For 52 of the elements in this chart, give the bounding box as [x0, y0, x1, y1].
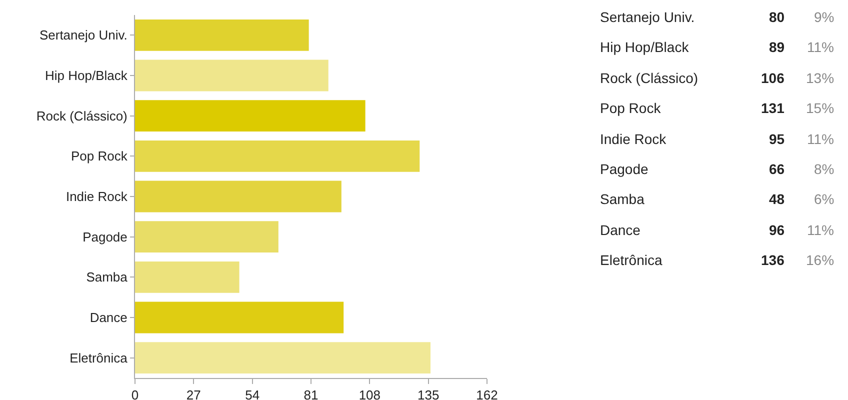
category-label: Rock (Clássico) [600, 70, 698, 86]
y-tick-label: Hip Hop/Black [45, 68, 128, 84]
y-tick-label: Pagode [82, 229, 128, 244]
data-label: 48 [769, 191, 785, 207]
category-label: Indie Rock [600, 131, 668, 147]
category-label: Pagode [600, 161, 648, 177]
x-tick-label: 135 [417, 388, 440, 400]
data-label: 16% [806, 252, 834, 268]
x-tick-label: 54 [245, 388, 260, 400]
data-label: 95 [769, 131, 785, 147]
data-label: 80 [769, 9, 785, 25]
category-label: Pop Rock [600, 100, 662, 116]
data-label: 131 [761, 100, 785, 116]
bar [135, 261, 240, 293]
bar [135, 140, 420, 172]
y-tick-label: Eletrônica [70, 350, 128, 366]
data-label: 96 [769, 222, 785, 238]
category-label: Hip Hop/Black [600, 39, 690, 55]
data-label: 11% [807, 39, 834, 55]
data-label: 15% [806, 100, 834, 116]
x-tick-label: 108 [358, 388, 381, 400]
category-label: Dance [600, 222, 641, 238]
data-label: 11% [807, 222, 834, 238]
y-tick-label: Indie Rock [66, 189, 128, 204]
bar [135, 100, 366, 132]
y-tick-label: Pop Rock [71, 148, 128, 164]
y-tick-label: Rock (Clássico) [36, 108, 128, 124]
bar [135, 302, 344, 334]
x-tick-label: 81 [304, 388, 318, 400]
category-label: Samba [600, 191, 645, 207]
y-tick-label: Samba [86, 270, 128, 285]
bar [135, 60, 328, 92]
data-label: 13% [806, 70, 834, 86]
x-tick-label: 162 [476, 388, 498, 400]
y-tick-label: Dance [90, 310, 128, 326]
data-label: 89 [769, 39, 785, 55]
bar [135, 221, 278, 253]
x-tick-label: 27 [186, 388, 201, 400]
data-label: 66 [769, 161, 785, 177]
y-tick-label: Sertanejo Univ. [39, 28, 128, 43]
data-label: 106 [761, 70, 785, 86]
data-label: 11% [807, 131, 834, 147]
x-tick-label: 0 [131, 388, 139, 400]
category-label: Eletrônica [600, 252, 662, 268]
category-label: Sertanejo Univ. [600, 9, 695, 25]
bar [135, 19, 309, 51]
bar [135, 342, 431, 374]
data-label: 8% [814, 161, 834, 177]
data-label: 136 [761, 252, 785, 268]
data-label: 9% [814, 9, 834, 25]
data-label: 6% [814, 191, 834, 207]
bar [135, 180, 342, 212]
